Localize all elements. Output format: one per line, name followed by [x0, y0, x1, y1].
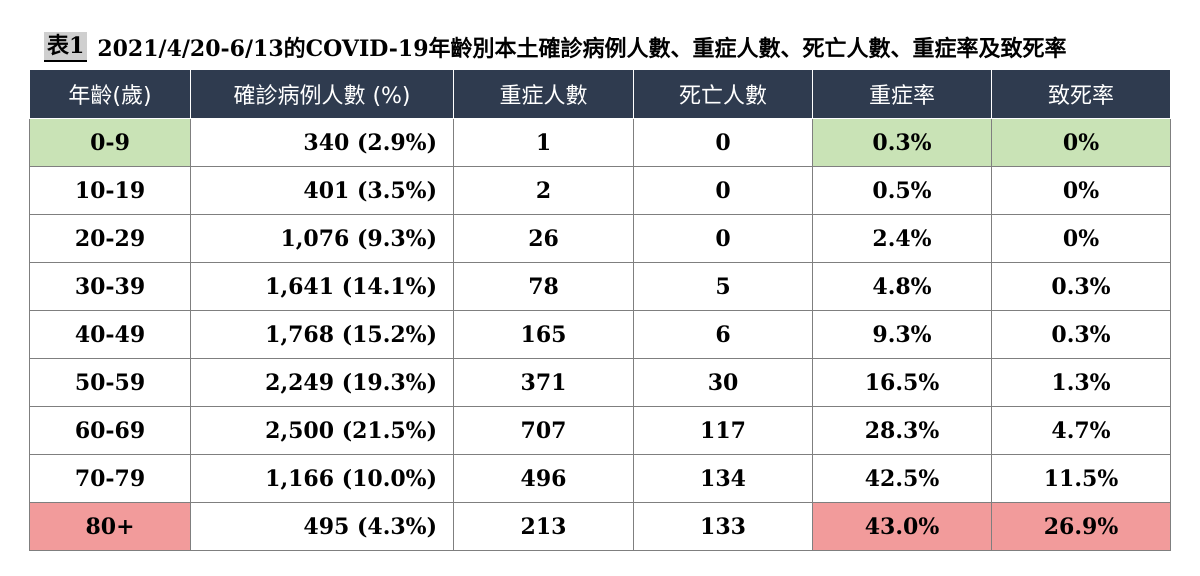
fatality-rate-cell: 26.9% [991, 502, 1171, 551]
severe-rate-cell: 16.5% [812, 358, 992, 407]
severe-cell: 26 [453, 214, 634, 263]
fatality-rate-cell: 0.3% [991, 262, 1171, 311]
cases-cell: 2,500 (21.5%) [190, 406, 454, 455]
fatality-rate-cell: 1.3% [991, 358, 1171, 407]
severe-cell: 371 [453, 358, 634, 407]
cases-cell: 1,166 (10.0%) [190, 454, 454, 503]
table-number: 表1 [44, 32, 88, 62]
age-cell: 80+ [29, 502, 191, 551]
severe-rate-cell: 0.3% [812, 118, 992, 167]
table-row: 30-39 1,641 (14.1%) 78 5 4.8% 0.3% [29, 262, 1171, 311]
age-cell: 50-59 [29, 358, 191, 407]
deaths-cell: 133 [633, 502, 813, 551]
table-row: 10-19 401 (3.5%) 2 0 0.5% 0% [29, 166, 1171, 215]
cases-cell: 1,076 (9.3%) [190, 214, 454, 263]
header-fatality-rate: 致死率 [991, 69, 1171, 119]
cases-cell: 1,641 (14.1%) [190, 262, 454, 311]
severe-rate-cell: 0.5% [812, 166, 992, 215]
age-cell: 30-39 [29, 262, 191, 311]
severe-cell: 707 [453, 406, 634, 455]
severe-rate-cell: 9.3% [812, 310, 992, 359]
severe-cell: 1 [453, 118, 634, 167]
table-row: 0-9 340 (2.9%) 1 0 0.3% 0% [29, 118, 1171, 167]
severe-rate-cell: 42.5% [812, 454, 992, 503]
deaths-cell: 0 [633, 166, 813, 215]
deaths-cell: 134 [633, 454, 813, 503]
table-row: 60-69 2,500 (21.5%) 707 117 28.3% 4.7% [29, 406, 1171, 455]
fatality-rate-cell: 0% [991, 166, 1171, 215]
header-cases: 確診病例人數 (%) [190, 69, 454, 119]
deaths-cell: 117 [633, 406, 813, 455]
cases-cell: 1,768 (15.2%) [190, 310, 454, 359]
age-cell: 0-9 [29, 118, 191, 167]
age-cell: 70-79 [29, 454, 191, 503]
deaths-cell: 6 [633, 310, 813, 359]
severe-cell: 78 [453, 262, 634, 311]
header-severe-rate: 重症率 [812, 69, 992, 119]
deaths-cell: 5 [633, 262, 813, 311]
table-row: 80+ 495 (4.3%) 213 133 43.0% 26.9% [29, 502, 1171, 551]
severe-rate-cell: 2.4% [812, 214, 992, 263]
deaths-cell: 30 [633, 358, 813, 407]
severe-rate-cell: 43.0% [812, 502, 992, 551]
severe-cell: 2 [453, 166, 634, 215]
age-cell: 60-69 [29, 406, 191, 455]
cases-cell: 2,249 (19.3%) [190, 358, 454, 407]
table-row: 70-79 1,166 (10.0%) 496 134 42.5% 11.5% [29, 454, 1171, 503]
table-caption: 2021/4/20-6/13的COVID-19年齡別本土確診病例人數、重症人數、… [97, 36, 1067, 62]
severe-rate-cell: 28.3% [812, 406, 992, 455]
age-cell: 40-49 [29, 310, 191, 359]
deaths-cell: 0 [633, 118, 813, 167]
cases-cell: 340 (2.9%) [190, 118, 454, 167]
table-title: 表1 2021/4/20-6/13的COVID-19年齡別本土確診病例人數、重症… [44, 30, 1067, 64]
severe-cell: 496 [453, 454, 634, 503]
fatality-rate-cell: 0.3% [991, 310, 1171, 359]
fatality-rate-cell: 0% [991, 214, 1171, 263]
fatality-rate-cell: 4.7% [991, 406, 1171, 455]
table-row: 50-59 2,249 (19.3%) 371 30 16.5% 1.3% [29, 358, 1171, 407]
fatality-rate-cell: 11.5% [991, 454, 1171, 503]
table-row: 40-49 1,768 (15.2%) 165 6 9.3% 0.3% [29, 310, 1171, 359]
header-age: 年齡(歲) [29, 69, 191, 119]
header-severe: 重症人數 [453, 69, 634, 119]
severe-rate-cell: 4.8% [812, 262, 992, 311]
header-row: 年齡(歲) 確診病例人數 (%) 重症人數 死亡人數 重症率 致死率 [29, 69, 1171, 119]
severe-cell: 213 [453, 502, 634, 551]
fatality-rate-cell: 0% [991, 118, 1171, 167]
age-cell: 20-29 [29, 214, 191, 263]
cases-cell: 495 (4.3%) [190, 502, 454, 551]
header-deaths: 死亡人數 [633, 69, 813, 119]
deaths-cell: 0 [633, 214, 813, 263]
age-cell: 10-19 [29, 166, 191, 215]
severe-cell: 165 [453, 310, 634, 359]
covid-age-table: 年齡(歲) 確診病例人數 (%) 重症人數 死亡人數 重症率 致死率 0-9 3… [29, 69, 1171, 551]
table-row: 20-29 1,076 (9.3%) 26 0 2.4% 0% [29, 214, 1171, 263]
cases-cell: 401 (3.5%) [190, 166, 454, 215]
